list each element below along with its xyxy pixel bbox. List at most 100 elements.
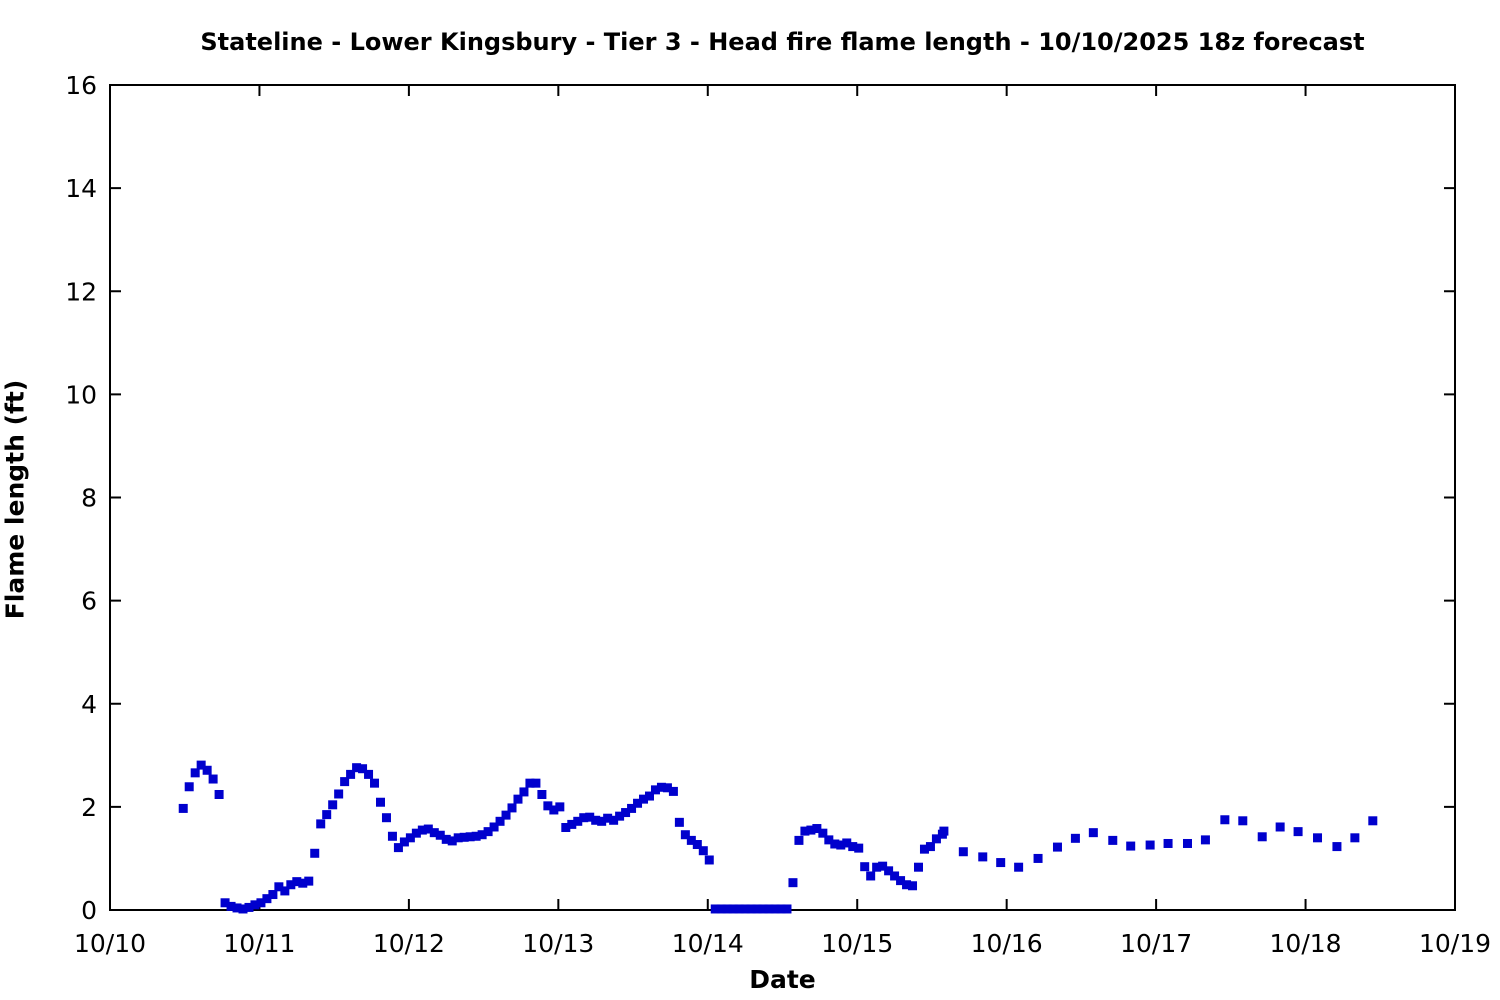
x-tick-label: 10/15 xyxy=(821,929,893,958)
chart-title: Stateline - Lower Kingsbury - Tier 3 - H… xyxy=(200,28,1365,56)
data-point-marker xyxy=(262,894,272,904)
data-point-marker xyxy=(543,801,553,811)
plot-border xyxy=(109,84,1456,911)
data-point-marker xyxy=(423,824,433,834)
data-point-marker xyxy=(854,843,864,853)
data-point-marker xyxy=(1332,842,1342,852)
data-point-marker xyxy=(996,858,1006,868)
data-point-marker xyxy=(585,812,595,822)
data-point-marker xyxy=(925,842,935,852)
data-point-marker xyxy=(884,866,894,876)
data-point-marker xyxy=(1182,838,1192,848)
data-point-marker xyxy=(375,797,385,807)
data-point-marker xyxy=(1200,835,1210,845)
data-point-marker xyxy=(513,794,523,804)
data-point-marker xyxy=(393,843,403,853)
data-point-marker xyxy=(788,878,798,888)
data-point-marker xyxy=(1293,827,1303,837)
y-tick-label: 6 xyxy=(81,587,97,616)
data-point-marker xyxy=(358,764,368,774)
data-point-marker xyxy=(250,900,260,910)
data-point-marker xyxy=(244,902,254,912)
data-point-marker xyxy=(178,803,188,813)
data-point-marker xyxy=(764,904,774,914)
data-point-marker xyxy=(459,832,469,842)
data-point-marker xyxy=(1126,841,1136,851)
data-point-marker xyxy=(722,904,732,914)
data-point-marker xyxy=(698,846,708,856)
data-point-marker xyxy=(531,778,541,788)
data-point-marker xyxy=(872,862,882,872)
x-tick-label: 10/12 xyxy=(373,929,445,958)
data-point-marker xyxy=(752,904,762,914)
data-point-marker xyxy=(1275,822,1285,832)
data-point-marker xyxy=(1014,862,1024,872)
data-point-marker xyxy=(931,834,941,844)
data-point-marker xyxy=(650,785,660,795)
data-point-marker xyxy=(908,881,918,891)
data-point-marker xyxy=(202,765,212,775)
data-point-marker xyxy=(447,836,457,846)
data-point-marker xyxy=(328,800,338,810)
y-tick-label: 16 xyxy=(65,71,97,100)
x-tick-label: 10/19 xyxy=(1419,929,1491,958)
data-point-marker xyxy=(824,835,834,845)
data-point-marker xyxy=(477,830,487,840)
x-tick-label: 10/14 xyxy=(672,929,744,958)
data-point-marker xyxy=(656,782,666,792)
data-point-marker xyxy=(435,830,445,840)
data-point-marker xyxy=(214,790,224,799)
data-point-marker xyxy=(939,826,949,836)
data-point-marker xyxy=(716,904,726,914)
data-point-marker xyxy=(370,778,380,788)
data-point-marker xyxy=(298,878,308,888)
data-point-marker xyxy=(1220,815,1230,825)
data-point-marker xyxy=(334,789,344,799)
y-tick-label: 14 xyxy=(65,174,97,203)
data-point-marker xyxy=(1070,833,1080,843)
data-point-marker xyxy=(1088,828,1098,838)
x-tick-label: 10/13 xyxy=(522,929,594,958)
data-point-marker xyxy=(501,810,511,820)
data-point-marker xyxy=(674,817,684,827)
x-tick-label: 10/18 xyxy=(1270,929,1342,958)
data-point-marker xyxy=(411,828,421,838)
data-point-marker xyxy=(597,816,607,826)
data-point-marker xyxy=(226,901,236,911)
data-point-marker xyxy=(190,768,200,778)
data-point-marker xyxy=(519,787,529,797)
x-tick-label: 10/16 xyxy=(971,929,1043,958)
data-point-marker xyxy=(316,819,326,829)
data-point-marker xyxy=(1145,840,1155,850)
data-point-marker xyxy=(1313,833,1323,843)
data-point-marker xyxy=(537,790,547,799)
data-point-marker xyxy=(465,832,475,842)
data-point-marker xyxy=(352,763,362,773)
data-point-marker xyxy=(644,791,654,801)
data-point-marker xyxy=(603,813,613,823)
data-point-marker xyxy=(208,774,218,784)
data-point-marker xyxy=(555,802,565,812)
data-point-marker xyxy=(836,840,846,850)
data-point-marker xyxy=(286,880,296,890)
y-tick-label: 2 xyxy=(81,793,97,822)
data-point-marker xyxy=(387,831,397,841)
data-point-marker xyxy=(274,882,284,892)
data-point-marker xyxy=(346,769,356,779)
data-point-marker xyxy=(549,805,559,815)
data-point-marker xyxy=(662,783,672,793)
data-point-marker xyxy=(1238,816,1248,826)
data-point-marker xyxy=(842,838,852,848)
data-point-marker xyxy=(417,825,427,835)
x-tick-label: 10/11 xyxy=(223,929,295,958)
y-tick-label: 0 xyxy=(81,896,97,925)
data-point-marker xyxy=(615,811,625,821)
data-point-marker xyxy=(310,848,320,858)
data-point-marker xyxy=(818,828,828,838)
data-point-marker xyxy=(734,904,744,914)
y-tick-label: 10 xyxy=(65,380,97,409)
data-point-marker xyxy=(776,904,786,914)
data-point-marker xyxy=(340,777,350,787)
data-point-marker xyxy=(902,880,912,890)
